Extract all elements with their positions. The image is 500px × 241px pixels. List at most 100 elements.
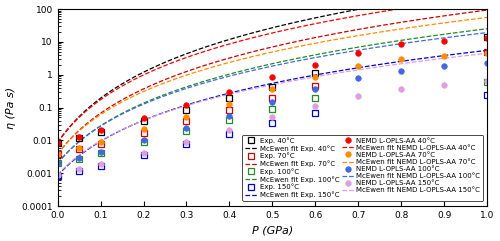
McEwen fit NEMD L-OPLS-AA 100°C [325,54,331,57]
Line: NEMD L-OPLS-AA 70°C: NEMD L-OPLS-AA 70°C [55,51,490,157]
Exp. 100°C [312,96,318,99]
Exp. 70°C [184,120,190,123]
NEMD L-OPLS-AA 70°C [312,76,318,79]
McEwen fit NEMD L-OPLS-AA 40°C [364,13,370,15]
NEMD L-OPLS-AA 150°C [442,83,448,86]
Exp. 100°C [98,152,103,155]
McEwen fit Exp. 100°C [325,51,331,54]
Line: NEMD L-OPLS-AA 100°C: NEMD L-OPLS-AA 100°C [55,61,490,166]
McEwen fit Exp. 70°C [367,26,373,29]
Exp. 40°C [98,131,103,134]
Exp. 150°C [140,154,146,157]
NEMD L-OPLS-AA 150°C [312,105,318,108]
NEMD L-OPLS-AA 70°C [140,128,146,131]
NEMD L-OPLS-AA 100°C [54,162,60,165]
McEwen fit NEMD L-OPLS-AA 40°C [367,12,373,15]
NEMD L-OPLS-AA 40°C [76,135,82,138]
NEMD L-OPLS-AA 150°C [76,168,82,171]
Exp. 40°C [226,96,232,99]
Line: Exp. 100°C: Exp. 100°C [55,80,490,166]
McEwen fit Exp. 150°C [54,174,60,177]
McEwen fit Exp. 150°C [224,92,230,95]
Exp. 150°C [76,169,82,172]
NEMD L-OPLS-AA 40°C [312,63,318,66]
McEwen fit Exp. 70°C [54,153,60,156]
McEwen fit NEMD L-OPLS-AA 150°C [54,173,60,176]
McEwen fit NEMD L-OPLS-AA 150°C [484,52,490,55]
NEMD L-OPLS-AA 70°C [270,88,276,91]
McEwen fit Exp. 40°C [224,39,230,41]
NEMD L-OPLS-AA 70°C [484,52,490,55]
Exp. 150°C [54,174,60,177]
Exp. 100°C [270,107,276,110]
NEMD L-OPLS-AA 100°C [312,87,318,90]
McEwen fit NEMD L-OPLS-AA 150°C [367,67,373,70]
McEwen fit NEMD L-OPLS-AA 40°C [54,141,60,144]
McEwen fit NEMD L-OPLS-AA 70°C [325,40,331,42]
McEwen fit Exp. 40°C [106,91,112,94]
McEwen fit NEMD L-OPLS-AA 70°C [367,32,373,35]
Line: NEMD L-OPLS-AA 40°C: NEMD L-OPLS-AA 40°C [55,35,490,146]
McEwen fit Exp. 100°C [367,44,373,47]
McEwen fit Exp. 70°C [325,34,331,37]
Line: Exp. 150°C: Exp. 150°C [55,92,490,178]
Exp. 40°C [54,141,60,144]
McEwen fit NEMD L-OPLS-AA 70°C [194,70,200,73]
Exp. 40°C [270,86,276,88]
McEwen fit Exp. 70°C [106,106,112,109]
McEwen fit Exp. 70°C [484,9,490,12]
NEMD L-OPLS-AA 100°C [184,127,190,130]
NEMD L-OPLS-AA 40°C [356,52,362,55]
Exp. 70°C [270,97,276,100]
McEwen fit NEMD L-OPLS-AA 100°C [194,83,200,86]
Exp. 100°C [226,119,232,121]
NEMD L-OPLS-AA 100°C [398,69,404,72]
NEMD L-OPLS-AA 150°C [140,151,146,154]
Exp. 100°C [76,157,82,160]
Exp. 40°C [312,72,318,75]
McEwen fit NEMD L-OPLS-AA 40°C [106,92,112,95]
McEwen fit NEMD L-OPLS-AA 150°C [194,101,200,104]
NEMD L-OPLS-AA 70°C [398,58,404,60]
Exp. 150°C [312,111,318,114]
NEMD L-OPLS-AA 70°C [442,54,448,57]
Exp. 70°C [98,142,103,145]
McEwen fit Exp. 150°C [325,71,331,74]
Line: McEwen fit NEMD L-OPLS-AA 150°C: McEwen fit NEMD L-OPLS-AA 150°C [58,53,488,175]
McEwen fit NEMD L-OPLS-AA 70°C [54,153,60,156]
Legend: Exp. 40°C, McEwen fit Exp. 40°C, Exp. 70°C, McEwen fit Exp. 70°C, Exp. 100°C, Mc: Exp. 40°C, McEwen fit Exp. 40°C, Exp. 70… [242,135,483,201]
McEwen fit NEMD L-OPLS-AA 100°C [106,120,112,122]
NEMD L-OPLS-AA 40°C [226,90,232,93]
NEMD L-OPLS-AA 150°C [356,95,362,98]
McEwen fit Exp. 40°C [364,6,370,9]
Exp. 40°C [484,36,490,39]
Exp. 150°C [484,94,490,96]
NEMD L-OPLS-AA 150°C [270,116,276,119]
McEwen fit NEMD L-OPLS-AA 100°C [224,75,230,78]
NEMD L-OPLS-AA 100°C [76,156,82,159]
NEMD L-OPLS-AA 150°C [184,140,190,143]
NEMD L-OPLS-AA 150°C [484,80,490,82]
NEMD L-OPLS-AA 40°C [54,141,60,144]
NEMD L-OPLS-AA 150°C [226,128,232,131]
McEwen fit Exp. 150°C [484,49,490,52]
McEwen fit Exp. 70°C [364,26,370,29]
McEwen fit NEMD L-OPLS-AA 100°C [364,47,370,50]
McEwen fit Exp. 70°C [194,66,200,69]
Line: McEwen fit Exp. 70°C: McEwen fit Exp. 70°C [58,10,488,154]
McEwen fit NEMD L-OPLS-AA 70°C [484,16,490,19]
Exp. 150°C [270,122,276,125]
Line: McEwen fit NEMD L-OPLS-AA 40°C: McEwen fit NEMD L-OPLS-AA 40°C [58,0,488,143]
NEMD L-OPLS-AA 150°C [98,163,103,166]
Line: NEMD L-OPLS-AA 150°C: NEMD L-OPLS-AA 150°C [55,78,490,177]
McEwen fit NEMD L-OPLS-AA 70°C [106,108,112,111]
McEwen fit Exp. 40°C [54,141,60,144]
Line: McEwen fit NEMD L-OPLS-AA 70°C: McEwen fit NEMD L-OPLS-AA 70°C [58,17,488,154]
Exp. 40°C [184,108,190,111]
McEwen fit Exp. 150°C [106,135,112,138]
NEMD L-OPLS-AA 100°C [226,114,232,117]
Exp. 70°C [226,108,232,111]
NEMD L-OPLS-AA 70°C [226,102,232,105]
McEwen fit Exp. 150°C [194,100,200,103]
Exp. 100°C [140,141,146,143]
